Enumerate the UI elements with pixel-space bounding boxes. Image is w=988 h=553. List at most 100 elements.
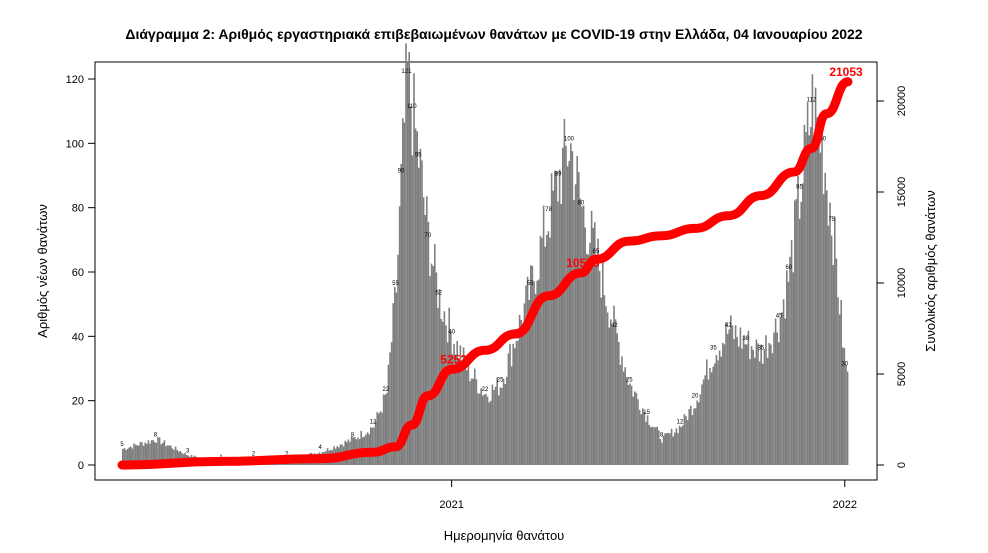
daily-death-bar — [568, 161, 570, 465]
daily-death-bar — [398, 206, 401, 466]
daily-death-bar — [522, 326, 524, 465]
daily-death-bar — [616, 333, 618, 465]
daily-death-bar — [760, 344, 762, 465]
daily-death-bar — [789, 256, 791, 465]
daily-death-bar — [506, 376, 508, 465]
daily-death-bar — [821, 131, 823, 465]
daily-death-bar — [838, 314, 841, 465]
daily-death-bar — [421, 160, 423, 465]
daily-death-bar — [734, 325, 737, 465]
bar-value-label: 110 — [407, 104, 417, 110]
daily-death-bar — [570, 143, 572, 466]
daily-death-bar — [661, 442, 663, 465]
bar-value-label: 12 — [370, 419, 377, 425]
daily-death-bar — [142, 445, 145, 465]
daily-death-bar — [738, 346, 740, 465]
daily-death-bar — [459, 345, 462, 465]
daily-death-bar — [843, 348, 846, 465]
daily-death-bar — [714, 363, 716, 465]
daily-death-bar — [480, 388, 482, 465]
daily-death-bar — [758, 361, 761, 465]
daily-death-bar — [722, 342, 724, 465]
daily-death-bar — [685, 416, 687, 465]
daily-death-bar — [157, 436, 159, 465]
daily-death-bar — [603, 295, 606, 465]
daily-death-bar — [171, 448, 174, 465]
daily-death-bar — [538, 279, 540, 465]
daily-death-bar — [670, 428, 673, 465]
daily-death-bar — [562, 147, 564, 465]
daily-death-bar — [792, 272, 794, 465]
daily-death-bar — [693, 408, 695, 465]
daily-death-bar — [730, 315, 732, 465]
daily-death-bar — [842, 347, 844, 465]
daily-death-bar — [576, 155, 578, 465]
bar-value-label: 42 — [725, 323, 732, 329]
daily-death-bar — [840, 300, 842, 465]
x-axis: 2021 2022 — [439, 480, 857, 511]
daily-death-bar — [702, 379, 705, 465]
bar-value-label: 60 — [785, 265, 792, 271]
daily-death-bar — [664, 433, 666, 465]
daily-death-bar — [416, 131, 418, 466]
bar-value-label: 12 — [677, 419, 684, 425]
bar-value-label: 30 — [841, 362, 848, 368]
daily-death-bar — [378, 413, 380, 465]
daily-death-bar — [373, 427, 375, 465]
daily-death-bar — [755, 339, 758, 465]
daily-death-bar — [139, 442, 142, 465]
daily-death-bar — [779, 317, 782, 465]
daily-death-bar — [741, 348, 743, 465]
bar-value-label: 25 — [497, 378, 504, 384]
daily-death-bar — [397, 254, 399, 465]
daily-death-bar — [533, 281, 535, 465]
daily-death-bar — [736, 337, 738, 465]
daily-death-bar — [573, 199, 575, 466]
daily-death-bar — [461, 363, 463, 465]
daily-death-bar — [645, 421, 647, 465]
daily-death-bar — [486, 396, 489, 465]
daily-death-bar — [520, 319, 522, 465]
daily-death-bar — [630, 385, 633, 465]
daily-death-bar — [493, 390, 495, 465]
bar-value-label: 3 — [186, 448, 190, 454]
daily-death-bar — [651, 426, 654, 465]
daily-death-bar — [149, 443, 151, 465]
daily-death-bar — [691, 415, 694, 465]
daily-death-bar — [555, 171, 558, 465]
daily-death-bar — [590, 210, 593, 465]
daily-death-bar — [845, 364, 847, 465]
bar-value-label: 15 — [643, 410, 650, 416]
daily-death-bar — [579, 198, 582, 465]
daily-death-bar — [709, 367, 711, 465]
daily-death-bar — [696, 400, 698, 465]
daily-death-bar — [733, 339, 735, 465]
daily-death-bar — [746, 344, 748, 465]
daily-death-bar — [125, 450, 127, 465]
daily-death-bar — [747, 330, 750, 465]
daily-death-bar — [390, 342, 393, 465]
daily-death-bar — [624, 367, 626, 465]
daily-death-bar — [698, 402, 700, 465]
bar-value-label: 8 — [154, 432, 158, 438]
y-tick-label: 80 — [72, 203, 84, 215]
daily-death-bar — [422, 197, 425, 466]
daily-death-bar — [813, 146, 815, 465]
daily-death-bar — [525, 285, 527, 465]
daily-death-bar — [584, 227, 586, 465]
daily-death-bar — [427, 222, 430, 465]
daily-death-bar — [419, 148, 422, 466]
bar-value-label: 42 — [611, 323, 618, 329]
daily-death-bar — [728, 329, 730, 465]
daily-death-bar — [846, 371, 849, 465]
bar-value-label: 95 — [415, 152, 422, 158]
daily-death-bar — [837, 297, 839, 465]
daily-death-bar — [517, 340, 519, 465]
daily-death-bar — [507, 353, 510, 465]
daily-death-bar — [550, 173, 553, 465]
y-tick-label: 120 — [66, 74, 84, 86]
daily-death-bar — [794, 200, 796, 465]
y-tick-label: 40 — [72, 331, 84, 343]
bar-value-label: 22 — [482, 387, 489, 393]
